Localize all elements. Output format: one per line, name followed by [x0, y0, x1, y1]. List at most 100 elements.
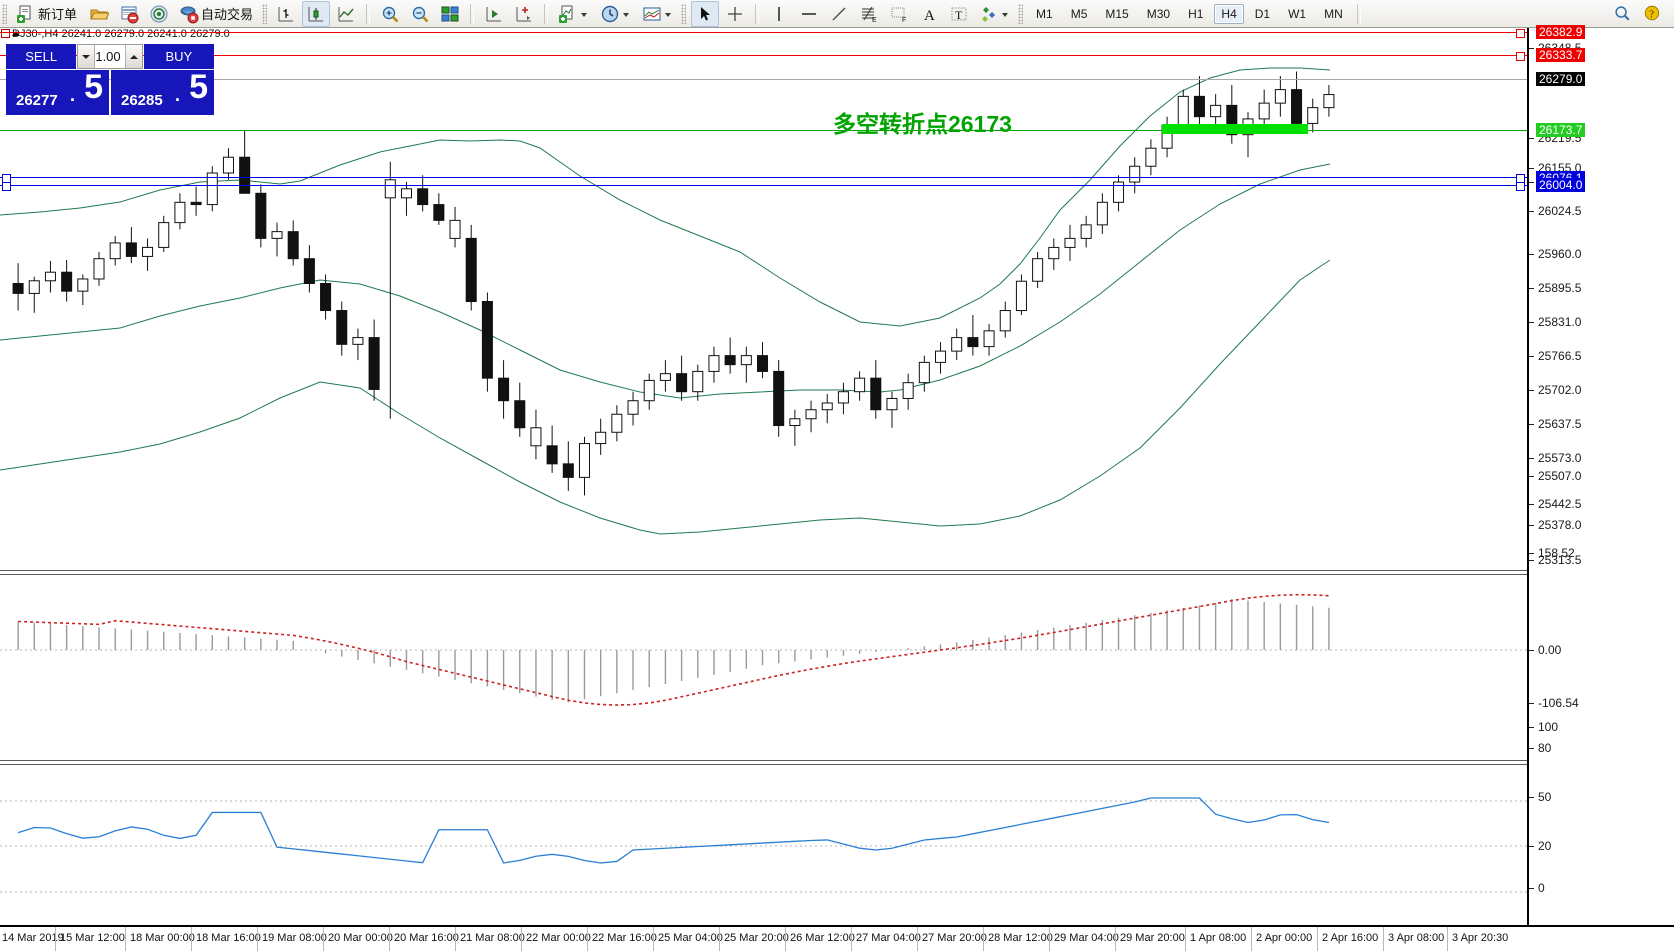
indicators-chevron-down-icon[interactable] — [581, 12, 588, 17]
sell-button[interactable]: SELL — [6, 44, 77, 69]
price-tick — [1529, 458, 1534, 459]
folder-button[interactable] — [85, 1, 113, 27]
toolbar-grip-2[interactable] — [262, 3, 268, 24]
volume-input[interactable]: 1.00 — [95, 45, 125, 68]
time-axis-label: 19 Mar 08:00 — [262, 932, 327, 944]
auto-trading-button[interactable]: 自动交易 — [175, 1, 259, 27]
chart-window-marker[interactable] — [1, 29, 10, 38]
sell-price-box[interactable]: 26277 . 5 — [6, 68, 109, 115]
shapes-chevron-down-icon[interactable] — [1002, 12, 1009, 17]
buy-price-integer: 26285 — [121, 92, 163, 109]
timeframe-m15[interactable]: M15 — [1105, 6, 1129, 21]
time-axis-label: 27 Mar 04:00 — [856, 932, 921, 944]
hline-handle-26004-0[interactable] — [2, 182, 11, 191]
hline-26333-7[interactable] — [0, 55, 1527, 56]
auto-scroll-button[interactable] — [510, 1, 538, 27]
hline-26173-7-support[interactable] — [0, 130, 1527, 131]
candle-body — [1015, 280, 1027, 312]
rsi-pane[interactable] — [0, 768, 1527, 925]
timeframe-m30[interactable]: M30 — [1146, 6, 1171, 21]
search-button[interactable] — [1609, 1, 1637, 27]
timeframe-h1[interactable]: H1 — [1188, 6, 1204, 21]
tile-windows-button[interactable] — [436, 1, 464, 27]
time-axis-separator — [521, 927, 522, 951]
svg-text:E: E — [872, 17, 877, 24]
price-scale[interactable]: 26348.526219.526155.026080.526024.525960… — [1527, 25, 1674, 925]
timeframe-h4[interactable]: H4 — [1214, 3, 1244, 24]
period-button[interactable] — [596, 1, 636, 27]
price-tick-label: 25702.0 — [1538, 383, 1582, 397]
price-tick — [1529, 525, 1534, 526]
hline-26004-0[interactable] — [0, 185, 1527, 186]
text-label-button[interactable]: T — [945, 1, 973, 27]
candlestick-chart-button[interactable] — [302, 0, 331, 27]
trade-panel-prices-row: 26277 . 5 26285 . 5 — [6, 68, 214, 115]
timeframe-mn[interactable]: MN — [1324, 6, 1343, 21]
buy-button[interactable]: BUY — [143, 44, 214, 69]
toolbar-grip-4[interactable] — [1018, 3, 1024, 24]
bar-chart-button[interactable] — [272, 1, 300, 27]
shift-end-button[interactable] — [480, 1, 508, 27]
signals-icon — [149, 4, 169, 24]
toolbar-separator-5 — [1356, 3, 1361, 24]
volume-increase-button[interactable] — [124, 45, 142, 68]
time-axis-label: 27 Mar 20:00 — [922, 932, 987, 944]
hline-handle-26004-0-right[interactable] — [1516, 182, 1525, 191]
buy-price-box[interactable]: 26285 . 5 — [111, 68, 214, 115]
time-axis-separator — [917, 927, 918, 951]
price-level-label[interactable]: 26333.7 — [1536, 48, 1586, 62]
price-tick — [1529, 322, 1534, 323]
toolbar-grip-1[interactable] — [2, 3, 7, 24]
zoom-out-button[interactable] — [406, 1, 434, 27]
auto-trading-icon — [179, 4, 199, 24]
indicators-button[interactable] — [554, 1, 594, 27]
hline-handle-26382-9[interactable] — [1516, 29, 1525, 38]
price-level-label[interactable]: 26173.7 — [1536, 123, 1586, 137]
fibo-button[interactable]: E — [855, 1, 883, 27]
candle-body — [1274, 89, 1286, 104]
new-order-button[interactable]: 新订单 — [12, 1, 83, 27]
line-chart-button[interactable] — [332, 1, 360, 27]
templates-button[interactable] — [638, 1, 678, 27]
terminal-button[interactable] — [115, 1, 143, 27]
trendline-button[interactable] — [825, 1, 853, 27]
price-level-label[interactable]: 26004.0 — [1536, 178, 1586, 192]
hline-button[interactable] — [795, 1, 823, 27]
price-chart-pane[interactable] — [0, 40, 1527, 545]
candle-body — [320, 282, 332, 312]
timeframe-w1[interactable]: W1 — [1288, 6, 1307, 21]
price-level-label[interactable]: 26382.9 — [1536, 25, 1586, 39]
hline-26076-1[interactable] — [0, 177, 1527, 178]
hline-26382-9[interactable] — [0, 32, 1527, 33]
price-tick-label: 25442.5 — [1538, 497, 1582, 511]
time-axis[interactable]: 14 Mar 2019 15 Mar 12:00 18 Mar 00:00 18 Ma… — [0, 925, 1674, 951]
macd-pane[interactable] — [0, 578, 1527, 710]
toolbar-separator-3 — [544, 3, 549, 24]
period-chevron-down-icon[interactable] — [623, 12, 630, 17]
price-level-label[interactable]: 26279.0 — [1536, 72, 1586, 86]
timeframe-m5[interactable]: M5 — [1070, 6, 1088, 21]
text-button[interactable]: A — [915, 1, 943, 27]
candle-body — [1177, 95, 1189, 127]
one-click-trading-panel[interactable]: SELL 1.00 BUY 26277 . 5 26285 . 5 — [6, 44, 214, 115]
cursor-button[interactable] — [691, 0, 720, 27]
candle-body — [627, 400, 639, 415]
timeframe-m1[interactable]: M1 — [1036, 6, 1053, 21]
shapes-button[interactable] — [975, 1, 1015, 27]
vline-button[interactable] — [765, 1, 793, 27]
volume-stepper[interactable]: 1.00 — [77, 44, 143, 69]
support-zone-highlight[interactable] — [1162, 124, 1308, 134]
macd-histogram-group — [17, 599, 1330, 703]
price-tick — [1529, 390, 1534, 391]
zoom-in-button[interactable] — [376, 1, 404, 27]
hline-handle-26333-7[interactable] — [1516, 52, 1525, 61]
timeframe-d1[interactable]: D1 — [1254, 6, 1271, 21]
toolbar-grip-3[interactable] — [681, 3, 687, 24]
channel-button[interactable]: F — [885, 1, 913, 27]
help-button[interactable]: ? — [1639, 1, 1667, 27]
price-tick-label: 25313.5 — [1538, 553, 1582, 567]
volume-decrease-button[interactable] — [78, 45, 96, 68]
crosshair-button[interactable] — [721, 1, 749, 27]
signals-button[interactable] — [145, 1, 173, 27]
templates-chevron-down-icon[interactable] — [665, 12, 672, 17]
